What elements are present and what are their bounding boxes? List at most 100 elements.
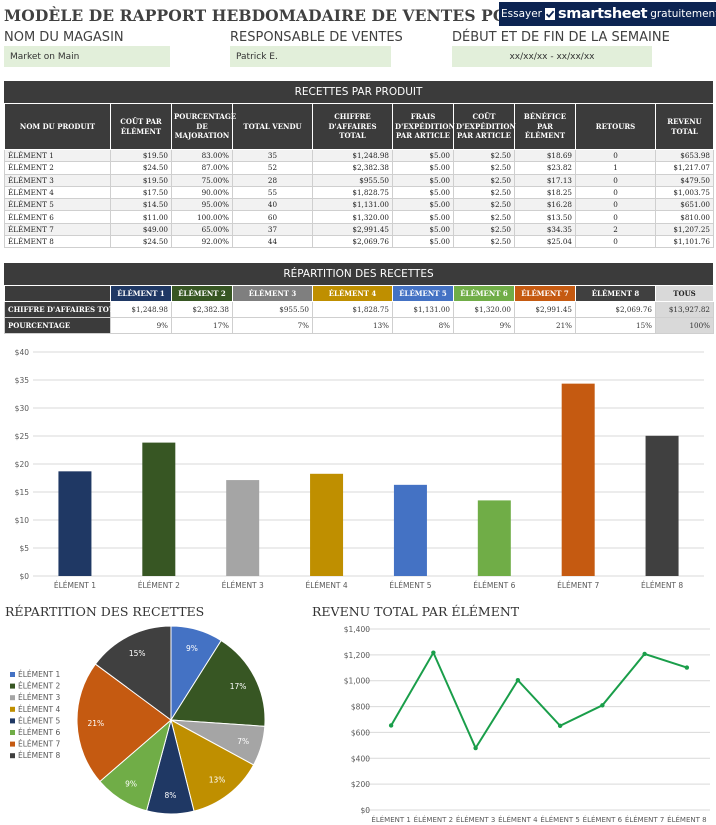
breakdown-cell[interactable]: 13%: [312, 317, 393, 334]
table-cell[interactable]: 83.00%: [171, 148, 233, 163]
table-cell[interactable]: 1: [575, 161, 656, 175]
table-cell[interactable]: 37: [232, 222, 313, 237]
table-cell[interactable]: 40: [232, 198, 313, 212]
table-cell[interactable]: ÉLÉMENT 7: [4, 222, 111, 237]
table-cell[interactable]: 0: [575, 185, 656, 200]
table-cell[interactable]: $25.04: [514, 235, 576, 249]
table-cell[interactable]: 75.00%: [171, 173, 233, 187]
breakdown-cell[interactable]: $2,069.76: [575, 301, 656, 318]
table-cell[interactable]: $2,069.76: [312, 235, 393, 249]
table-cell[interactable]: $5.00: [392, 185, 454, 200]
table-cell[interactable]: $19.50: [110, 148, 172, 163]
table-cell[interactable]: $24.50: [110, 235, 172, 249]
table-cell[interactable]: 60: [232, 210, 313, 224]
breakdown-cell[interactable]: $1,828.75: [312, 301, 393, 318]
breakdown-cell[interactable]: $2,991.45: [514, 301, 576, 318]
breakdown-cell[interactable]: 21%: [514, 317, 576, 334]
breakdown-cell[interactable]: 9%: [110, 317, 172, 334]
table-cell[interactable]: 0: [575, 148, 656, 163]
breakdown-cell[interactable]: 7%: [232, 317, 313, 334]
table-cell[interactable]: $18.69: [514, 148, 576, 163]
breakdown-cell[interactable]: 100%: [655, 317, 714, 334]
table-cell[interactable]: $2.50: [453, 161, 515, 175]
table-cell[interactable]: $653.98: [655, 148, 714, 163]
sales-manager-field[interactable]: Patrick E.: [230, 46, 391, 67]
table-cell[interactable]: $49.00: [110, 222, 172, 237]
table-cell[interactable]: $2.50: [453, 148, 515, 163]
table-cell[interactable]: 0: [575, 235, 656, 249]
table-cell[interactable]: $13.50: [514, 210, 576, 224]
table-cell[interactable]: 35: [232, 148, 313, 163]
table-cell[interactable]: $955.50: [312, 173, 393, 187]
table-cell[interactable]: 0: [575, 173, 656, 187]
table-cell[interactable]: $23.82: [514, 161, 576, 175]
table-cell[interactable]: 44: [232, 235, 313, 249]
breakdown-cell[interactable]: 9%: [453, 317, 515, 334]
table-cell[interactable]: $19.50: [110, 173, 172, 187]
table-cell[interactable]: $1,828.75: [312, 185, 393, 200]
store-name-field[interactable]: Market on Main: [4, 46, 170, 67]
breakdown-cell[interactable]: 17%: [171, 317, 233, 334]
table-cell[interactable]: ÉLÉMENT 2: [4, 161, 111, 175]
table-cell[interactable]: $2,382.38: [312, 161, 393, 175]
table-cell[interactable]: $5.00: [392, 235, 454, 249]
table-cell[interactable]: ÉLÉMENT 6: [4, 210, 111, 224]
table-cell[interactable]: $1,101.76: [655, 235, 714, 249]
breakdown-cell[interactable]: $2,382.38: [171, 301, 233, 318]
table-cell[interactable]: $5.00: [392, 161, 454, 175]
table-cell[interactable]: 87.00%: [171, 161, 233, 175]
table-cell[interactable]: $17.13: [514, 173, 576, 187]
table-cell[interactable]: $14.50: [110, 198, 172, 212]
table-cell[interactable]: ÉLÉMENT 4: [4, 185, 111, 200]
table-cell[interactable]: 0: [575, 198, 656, 212]
table-cell[interactable]: $5.00: [392, 173, 454, 187]
table-cell[interactable]: 0: [575, 210, 656, 224]
table-cell[interactable]: $2.50: [453, 185, 515, 200]
table-cell[interactable]: ÉLÉMENT 1: [4, 148, 111, 163]
breakdown-cell[interactable]: 8%: [392, 317, 454, 334]
table-cell[interactable]: $5.00: [392, 198, 454, 212]
table-cell[interactable]: $2.50: [453, 235, 515, 249]
table-cell[interactable]: 65.00%: [171, 222, 233, 237]
table-cell[interactable]: $1,320.00: [312, 210, 393, 224]
breakdown-cell[interactable]: $955.50: [232, 301, 313, 318]
breakdown-cell[interactable]: $1,131.00: [392, 301, 454, 318]
table-cell[interactable]: 92.00%: [171, 235, 233, 249]
table-cell[interactable]: 28: [232, 173, 313, 187]
table-cell[interactable]: 55: [232, 185, 313, 200]
table-cell[interactable]: $34.35: [514, 222, 576, 237]
table-cell[interactable]: $17.50: [110, 185, 172, 200]
table-cell[interactable]: $651.00: [655, 198, 714, 212]
table-cell[interactable]: $479.50: [655, 173, 714, 187]
table-cell[interactable]: $24.50: [110, 161, 172, 175]
table-cell[interactable]: 90.00%: [171, 185, 233, 200]
table-cell[interactable]: $5.00: [392, 222, 454, 237]
table-cell[interactable]: $1,207.25: [655, 222, 714, 237]
table-cell[interactable]: $810.00: [655, 210, 714, 224]
table-cell[interactable]: $2.50: [453, 210, 515, 224]
table-cell[interactable]: 2: [575, 222, 656, 237]
table-cell[interactable]: $5.00: [392, 148, 454, 163]
breakdown-cell[interactable]: $1,320.00: [453, 301, 515, 318]
table-cell[interactable]: $2,991.45: [312, 222, 393, 237]
breakdown-cell[interactable]: 15%: [575, 317, 656, 334]
table-cell[interactable]: 95.00%: [171, 198, 233, 212]
table-cell[interactable]: 100.00%: [171, 210, 233, 224]
smartsheet-promo-banner[interactable]: Essayer smartsheet gratuitement.: [499, 2, 716, 26]
table-cell[interactable]: $2.50: [453, 222, 515, 237]
table-cell[interactable]: ÉLÉMENT 5: [4, 198, 111, 212]
table-cell[interactable]: 52: [232, 161, 313, 175]
table-cell[interactable]: $2.50: [453, 173, 515, 187]
table-cell[interactable]: $1,131.00: [312, 198, 393, 212]
table-cell[interactable]: ÉLÉMENT 8: [4, 235, 111, 249]
table-cell[interactable]: $18.25: [514, 185, 576, 200]
week-range-field[interactable]: xx/xx/xx - xx/xx/xx: [452, 46, 652, 67]
table-cell[interactable]: $16.28: [514, 198, 576, 212]
table-cell[interactable]: $2.50: [453, 198, 515, 212]
table-cell[interactable]: ÉLÉMENT 3: [4, 173, 111, 187]
table-cell[interactable]: $1,217.07: [655, 161, 714, 175]
table-cell[interactable]: $1,248.98: [312, 148, 393, 163]
table-cell[interactable]: $1,003.75: [655, 185, 714, 200]
table-cell[interactable]: $5.00: [392, 210, 454, 224]
table-cell[interactable]: $11.00: [110, 210, 172, 224]
